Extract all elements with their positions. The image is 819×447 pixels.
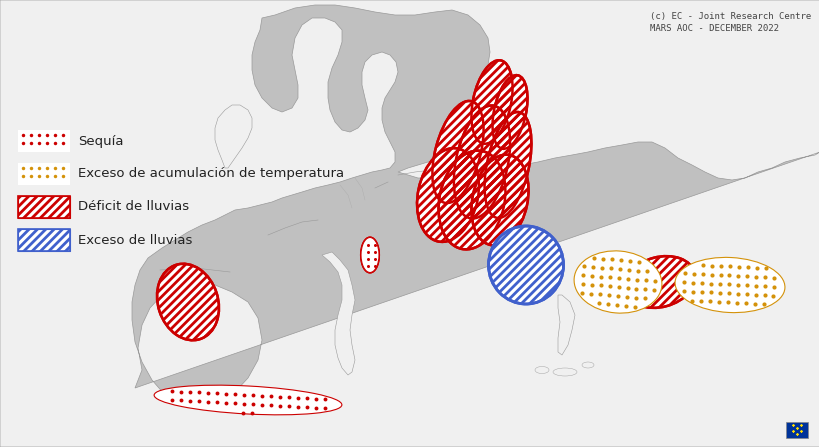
Ellipse shape bbox=[581, 362, 593, 368]
Ellipse shape bbox=[156, 264, 219, 340]
Bar bbox=[18, 130, 70, 152]
Bar bbox=[18, 163, 70, 185]
Bar bbox=[18, 196, 70, 218]
Text: Exceso de lluvias: Exceso de lluvias bbox=[78, 233, 192, 246]
Ellipse shape bbox=[454, 105, 509, 219]
Bar bbox=[18, 196, 70, 218]
Polygon shape bbox=[322, 252, 355, 375]
Ellipse shape bbox=[484, 112, 531, 218]
Bar bbox=[18, 229, 70, 251]
Text: (c) EC - Joint Research Centre
MARS AOC - DECEMBER 2022: (c) EC - Joint Research Centre MARS AOC … bbox=[649, 12, 810, 33]
Bar bbox=[18, 229, 70, 251]
Bar bbox=[18, 229, 70, 251]
Bar bbox=[785, 422, 807, 438]
Ellipse shape bbox=[534, 367, 549, 374]
Ellipse shape bbox=[438, 151, 505, 249]
Ellipse shape bbox=[417, 148, 478, 242]
Ellipse shape bbox=[154, 385, 342, 415]
Ellipse shape bbox=[492, 75, 527, 149]
Text: Exceso de acumulación de temperatura: Exceso de acumulación de temperatura bbox=[78, 168, 344, 181]
Ellipse shape bbox=[552, 368, 577, 376]
Ellipse shape bbox=[573, 251, 661, 313]
Text: Sequía: Sequía bbox=[78, 135, 124, 148]
Ellipse shape bbox=[360, 237, 378, 273]
Ellipse shape bbox=[360, 237, 378, 273]
Ellipse shape bbox=[432, 101, 483, 203]
Ellipse shape bbox=[471, 60, 512, 144]
Ellipse shape bbox=[488, 226, 563, 304]
Text: Déficit de lluvias: Déficit de lluvias bbox=[78, 201, 189, 214]
Ellipse shape bbox=[624, 256, 695, 308]
Polygon shape bbox=[215, 105, 251, 168]
Polygon shape bbox=[557, 295, 574, 355]
Ellipse shape bbox=[674, 257, 784, 312]
Bar bbox=[18, 196, 70, 218]
Ellipse shape bbox=[471, 155, 528, 245]
